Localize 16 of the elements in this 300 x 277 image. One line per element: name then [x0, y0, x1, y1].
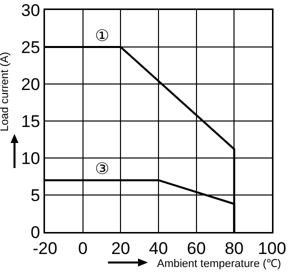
x-tick-label: 80 [224, 238, 244, 258]
series-label: ③ [95, 161, 109, 178]
x-tick-label: 40 [149, 238, 168, 258]
x-axis-title: Ambient temperature (℃) [157, 258, 282, 270]
x-tick-label: 100 [258, 238, 286, 258]
y-tick-label: 15 [21, 112, 40, 131]
x-tick-label: 60 [186, 238, 206, 258]
y-tick-label: 30 [21, 0, 40, 20]
y-tick-label: 10 [21, 148, 40, 168]
y-tick-label: 25 [21, 38, 40, 57]
series-label: ① [95, 28, 109, 45]
x-tick-label: 20 [111, 238, 130, 258]
y-tick-label: 5 [30, 186, 40, 205]
y-axis-title: Load current (A) [0, 52, 12, 132]
y-tick-label: 20 [21, 74, 40, 94]
x-tick-label: 0 [78, 238, 88, 258]
